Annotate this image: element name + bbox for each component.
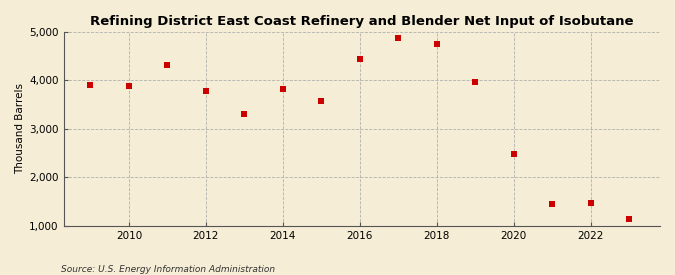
Point — [547, 202, 558, 206]
Point — [316, 99, 327, 103]
Point — [85, 83, 96, 87]
Point — [470, 79, 481, 84]
Point — [585, 201, 596, 205]
Point — [431, 42, 442, 46]
Point — [508, 152, 519, 156]
Title: Refining District East Coast Refinery and Blender Net Input of Isobutane: Refining District East Coast Refinery an… — [90, 15, 634, 28]
Point — [239, 112, 250, 117]
Text: Source: U.S. Energy Information Administration: Source: U.S. Energy Information Administ… — [61, 265, 275, 274]
Point — [200, 89, 211, 94]
Point — [277, 87, 288, 91]
Point — [354, 56, 365, 61]
Point — [624, 216, 634, 221]
Point — [393, 36, 404, 40]
Point — [162, 62, 173, 67]
Point — [124, 84, 134, 89]
Y-axis label: Thousand Barrels: Thousand Barrels — [15, 83, 25, 174]
